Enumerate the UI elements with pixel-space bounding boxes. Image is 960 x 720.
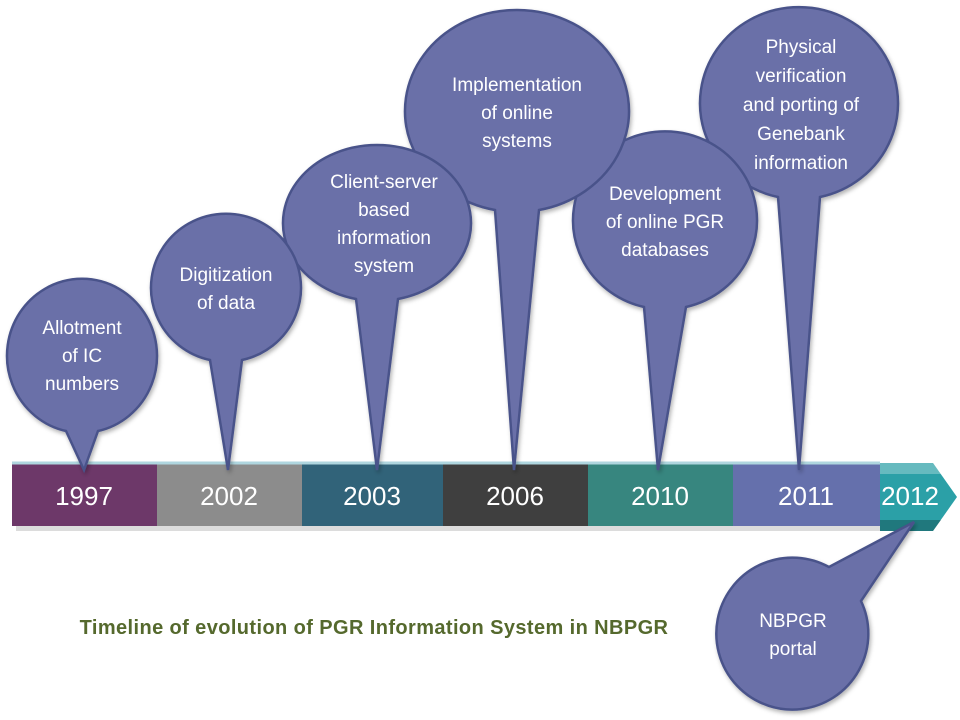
- bubble-digitization-of-data: [149, 212, 303, 471]
- year-label-2011: 2011: [778, 481, 834, 511]
- bubble-allotment-of-ic-numbers: [5, 277, 159, 474]
- year-label-1997: 1997: [55, 481, 113, 511]
- bubble-label-line: based: [358, 200, 410, 221]
- timeline-segment-2002: [157, 464, 302, 526]
- bubble-label-line: Development: [609, 184, 722, 205]
- timeline-segment-2006: [443, 464, 588, 526]
- bubble-label-line: Physical: [766, 37, 837, 58]
- bubble-label-line: verification: [756, 66, 847, 87]
- bubble-label-line: databases: [621, 240, 709, 261]
- bubble-label-line: information: [754, 153, 848, 174]
- bubble-label-line: of online PGR: [606, 212, 724, 233]
- bubble-development-of-online-pgr-databases: [571, 130, 759, 471]
- bubble-label-line: numbers: [45, 374, 119, 395]
- bubble-label-line: of IC: [62, 346, 102, 367]
- timeline-arrow-2012: [880, 463, 957, 531]
- bubble-label-line: Digitization: [180, 265, 273, 286]
- callout-bubbles: [5, 5, 916, 711]
- bubble-label-line: systems: [482, 131, 552, 152]
- bubble-label-line: Genebank: [757, 124, 845, 145]
- arrow-2012-shape: [880, 463, 957, 531]
- arrow-2012-bevel-highlight: [880, 463, 941, 474]
- year-label-2003: 2003: [343, 481, 401, 511]
- bubble-label-line: NBPGR: [759, 611, 827, 632]
- bubble-label-line: information: [337, 228, 431, 249]
- bubble-label-line: of online: [481, 103, 553, 124]
- bubble-label-line: and porting of: [743, 95, 860, 116]
- year-label-2012: 2012: [881, 481, 939, 511]
- year-label-2002: 2002: [200, 481, 258, 511]
- timeline-segment-2011: [733, 464, 880, 526]
- bubble-labels: Allotment of IC numbers Digitization of …: [42, 37, 859, 660]
- bubble-nbpgr-portal: [715, 520, 916, 711]
- timeline-segment-2010: [588, 464, 733, 526]
- diagram-caption: Timeline of evolution of PGR Information…: [80, 617, 669, 639]
- year-labels: 1997 2002 2003 2006 2010 2011 2012: [55, 481, 939, 511]
- year-label-2010: 2010: [631, 481, 689, 511]
- timeline-bar-shadow: [16, 526, 886, 531]
- bubble-label-line: Client-server: [330, 172, 438, 193]
- timeline-segment-1997: [12, 464, 157, 526]
- bubble-label-line: portal: [769, 639, 817, 660]
- bubble-label-line: Implementation: [452, 75, 582, 96]
- timeline-bar-top-highlight: [12, 461, 880, 465]
- timeline-bar: [12, 461, 957, 531]
- year-label-2006: 2006: [486, 481, 544, 511]
- bubble-label-line: of data: [197, 293, 256, 314]
- bubble-label-line: Allotment: [42, 318, 122, 339]
- bubble-client-server-based-information-system: [281, 143, 473, 471]
- timeline-segment-2003: [302, 464, 443, 526]
- bubble-label-line: system: [354, 256, 414, 277]
